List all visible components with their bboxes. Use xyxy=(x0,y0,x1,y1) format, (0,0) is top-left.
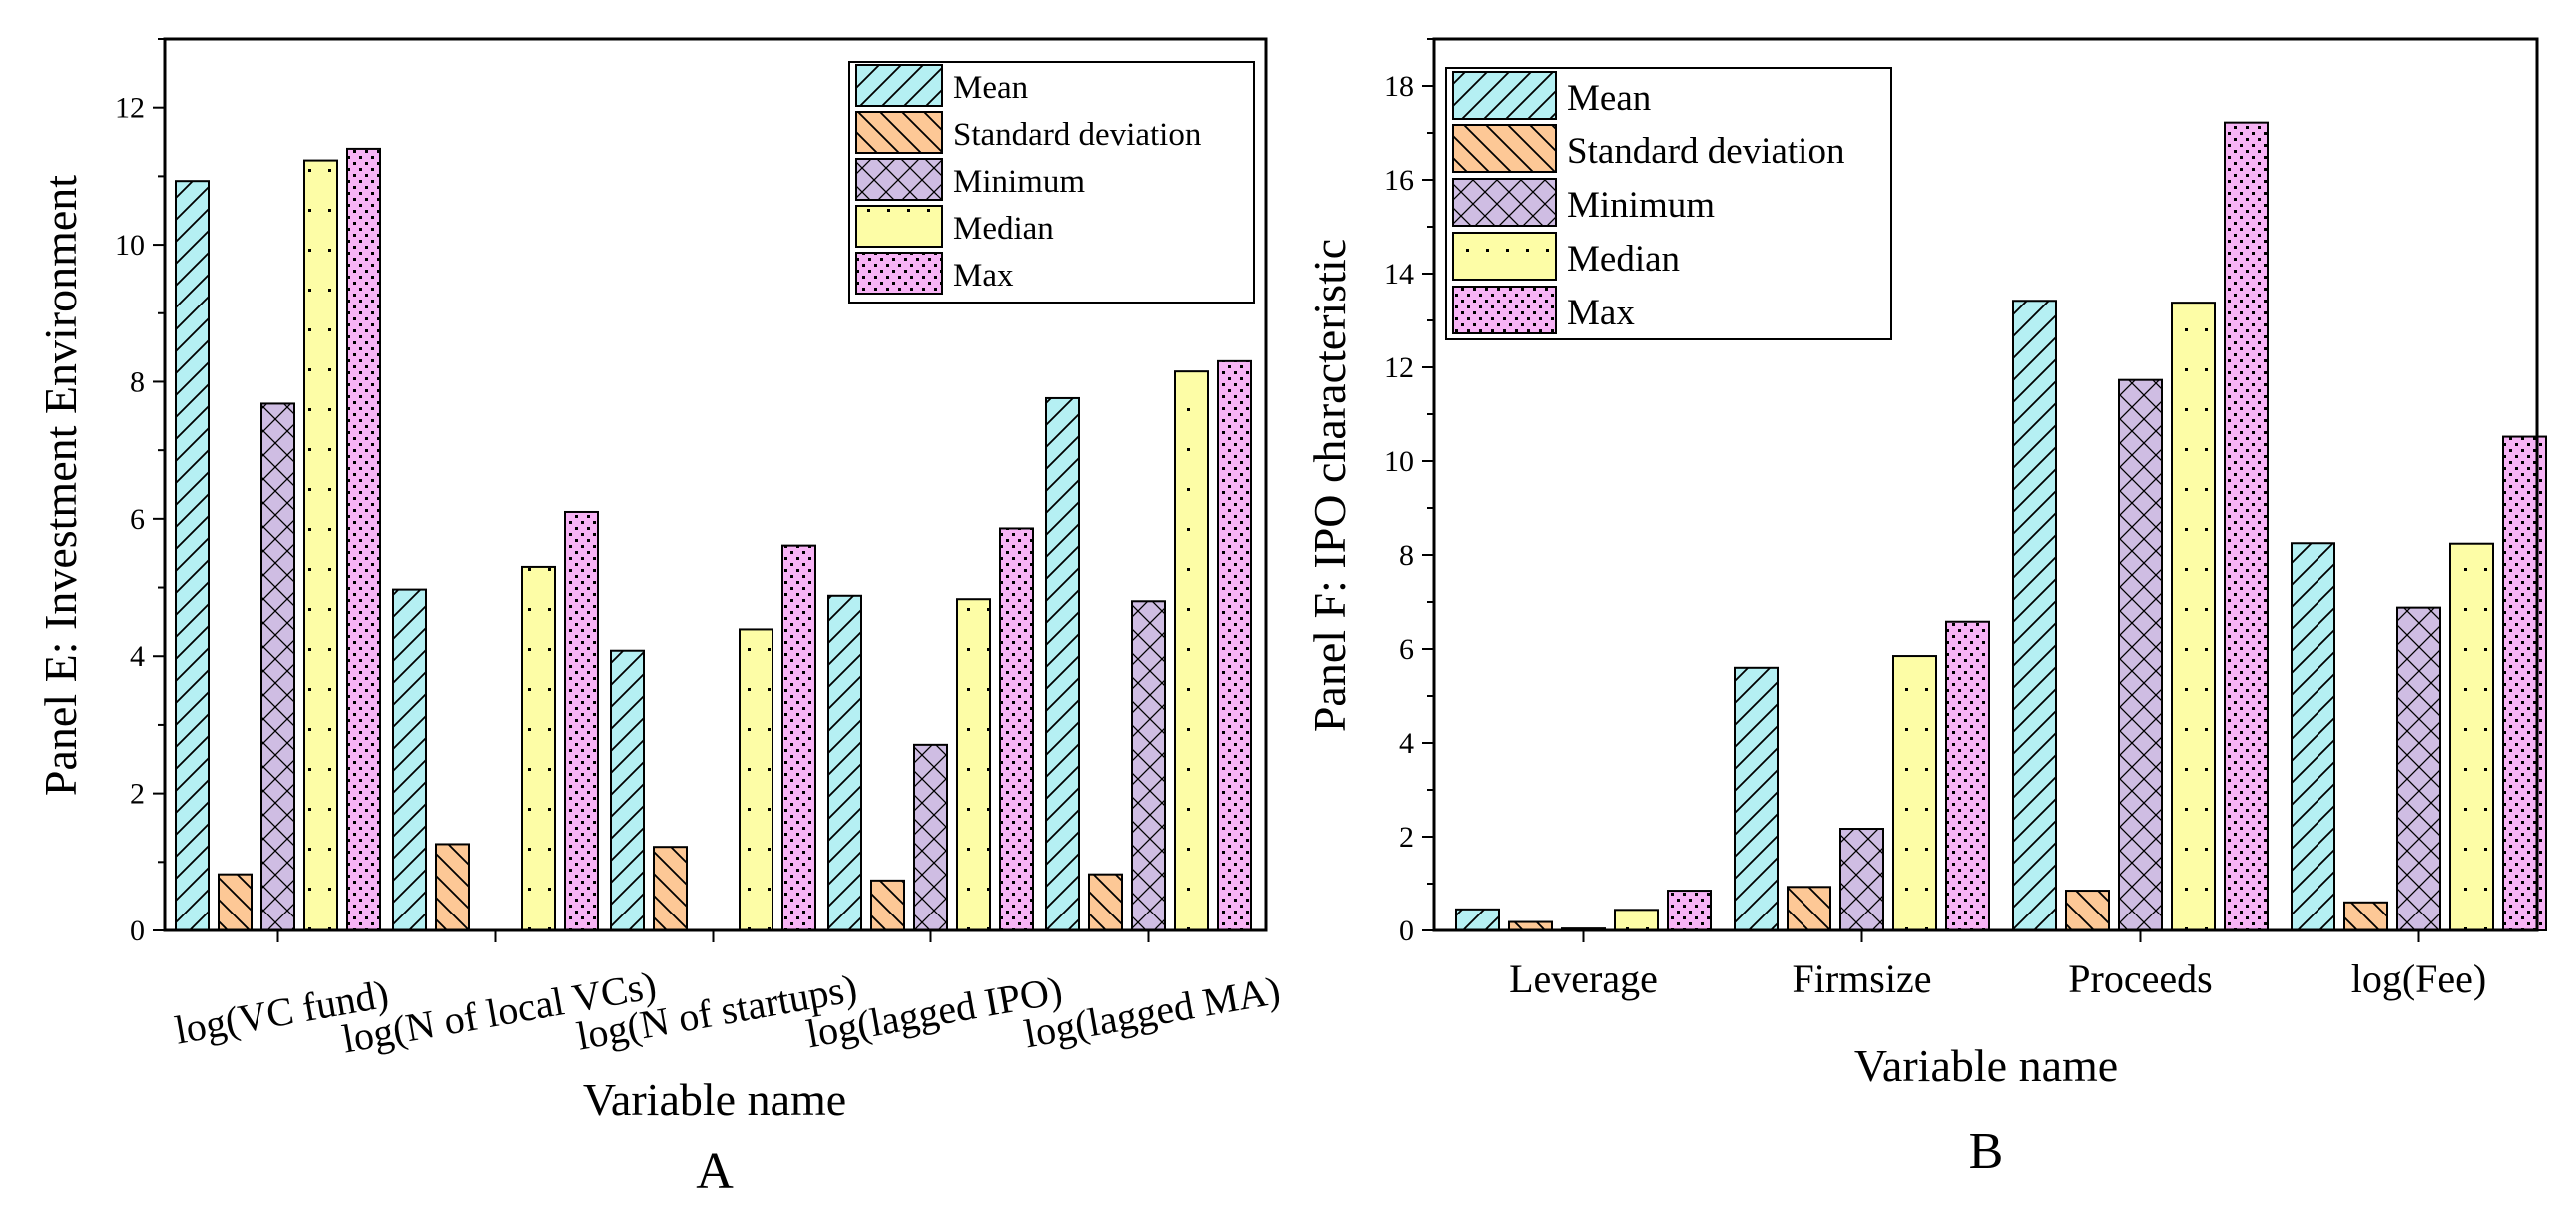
panel-b-y-axis-title: Panel F: IPO characteristic xyxy=(1304,239,1355,732)
panel-a-legend-label-sd: Standard deviation xyxy=(953,117,1201,153)
panel-b-y-tick-label: 2 xyxy=(1399,821,1414,854)
panel-a-bar-sd-log-n-of-local-vcs xyxy=(435,843,470,931)
panel-b-bar-median-proceeds xyxy=(2171,302,2216,931)
panel-a-bar-mean-log-lagged-ipo xyxy=(827,594,862,932)
panel-a-bar-sd-log-lagged-ma xyxy=(1088,873,1123,931)
panel-a-bar-minimum-log-lagged-ipo xyxy=(913,743,948,932)
panel-b-legend-label-mean: Mean xyxy=(1567,78,1651,119)
panel-a-bar-median-log-lagged-ipo xyxy=(956,598,991,931)
panel-b-bar-sd-firmsize xyxy=(1787,886,1831,931)
panel-a-bar-median-log-n-of-startups xyxy=(739,628,773,932)
panel-b-axes: Leverage Firmsize Proceeds log(Fee) 0 2 4 6 8 10 1… xyxy=(1384,38,2487,1001)
panel-b-x-axis-title: Variable name xyxy=(1854,1040,2118,1091)
panel-b-bar-median-firmsize xyxy=(1892,655,1937,931)
panel-b-bar-mean-proceeds xyxy=(2012,300,2057,931)
panel-a-y-tick-label: 2 xyxy=(130,778,145,811)
panel-a-legend-swatch-max xyxy=(855,252,943,295)
panel-b-y-tick-label: 18 xyxy=(1384,70,1414,103)
panel-b-legend-swatch-minimum xyxy=(1452,178,1557,227)
panel-a-legend-swatch-sd xyxy=(855,111,943,154)
panel-b-legend-label-max: Max xyxy=(1567,293,1635,333)
panel-a-legend-label-minimum: Minimum xyxy=(953,164,1085,200)
panel-b-bar-sd-proceeds xyxy=(2065,890,2110,931)
panel-b-legend-swatch-sd xyxy=(1452,124,1557,173)
panel-b-bar-minimum-log-fee xyxy=(2396,606,2441,931)
panel-a-bar-sd-log-n-of-startups xyxy=(653,846,688,931)
panel-a-chart: log(VC fund)log(N of local VCs)log(N of … xyxy=(35,37,1284,1200)
panel-b-y-tick-label: 0 xyxy=(1399,914,1414,947)
panel-b-bar-max-leverage xyxy=(1667,890,1712,931)
panel-b-y-tick-label: 12 xyxy=(1384,351,1414,384)
panel-a-legend-label-median: Median xyxy=(953,211,1054,247)
panel-b-legend-swatch-mean xyxy=(1452,71,1557,120)
panel-a-legend-swatch-median xyxy=(855,205,943,248)
panel-a-plot-frame xyxy=(163,37,1268,932)
panel-b-bar-max-firmsize xyxy=(1945,620,1990,931)
panel-a-legend-swatch-mean xyxy=(855,64,943,107)
panel-a-bar-median-log-lagged-ma xyxy=(1174,370,1209,931)
panel-a-x-tick-label: log(lagged MA) xyxy=(1021,967,1284,1056)
panel-b-legend-label-minimum: Minimum xyxy=(1567,185,1715,226)
panel-a-y-tick-label: 4 xyxy=(130,640,145,673)
panel-b-bar-mean-leverage xyxy=(1455,908,1500,931)
panel-a-y-tick-label: 12 xyxy=(115,92,145,125)
panel-b-bars xyxy=(1455,121,2547,932)
panel-b-y-tick-label: 8 xyxy=(1399,539,1414,572)
panel-b-bar-mean-firmsize xyxy=(1734,666,1779,931)
panel-b-legend: Mean Standard deviation Minimum Median M… xyxy=(1445,67,1892,340)
panel-a-bar-sd-log-lagged-ipo xyxy=(870,879,905,931)
panel-a-y-axis-title: Panel E: Investment Environment xyxy=(35,175,86,796)
panel-a-y-tick-label: 0 xyxy=(130,914,145,947)
panel-a-legend-swatch-minimum xyxy=(855,158,943,201)
panel-a-bar-mean-log-lagged-ma xyxy=(1045,396,1080,931)
panel-b-bar-minimum-firmsize xyxy=(1839,828,1884,932)
panel-a-legend-label-max: Max xyxy=(953,258,1014,294)
panel-a-bars xyxy=(175,147,1252,932)
panel-a-bar-mean-log-vc-fund xyxy=(175,180,210,932)
panel-a-bar-minimum-log-lagged-ma xyxy=(1131,600,1166,931)
panel-a-y-tick-label: 10 xyxy=(115,229,145,262)
panel-a-bar-max-log-vc-fund xyxy=(346,147,381,931)
panel-b-bar-mean-log-fee xyxy=(2291,542,2335,931)
panel-a-bar-max-log-lagged-ma xyxy=(1217,359,1252,932)
panel-b-y-tick-label: 14 xyxy=(1384,258,1414,291)
panel-b-legend-swatch-median xyxy=(1452,232,1557,281)
panel-b-x-tick-label: Proceeds xyxy=(2068,956,2212,1001)
panel-a-legend: Mean Standard deviation Minimum Median M… xyxy=(848,61,1255,304)
panel-b-letter: B xyxy=(1969,1123,2004,1180)
panel-a-bar-median-log-vc-fund xyxy=(303,159,338,931)
panel-b-bar-max-proceeds xyxy=(2224,121,2269,932)
panel-a-bar-max-log-n-of-startups xyxy=(781,544,816,932)
panel-b-bar-median-leverage xyxy=(1614,909,1659,932)
panel-b-bar-sd-log-fee xyxy=(2343,901,2388,931)
panel-a-bar-max-log-lagged-ipo xyxy=(999,527,1034,931)
panel-b-y-tick-label: 6 xyxy=(1399,633,1414,666)
panel-b-y-tick-label: 16 xyxy=(1384,164,1414,197)
panel-b-y-tick-label: 10 xyxy=(1384,445,1414,478)
panel-a-bar-minimum-log-vc-fund xyxy=(260,402,295,932)
panel-a-bar-median-log-n-of-local-vcs xyxy=(521,565,556,932)
panel-a-bar-max-log-n-of-local-vcs xyxy=(564,510,599,931)
panel-b-legend-label-median: Median xyxy=(1567,239,1680,280)
panel-a-bar-mean-log-n-of-local-vcs xyxy=(392,588,427,931)
panel-b-bar-minimum-proceeds xyxy=(2118,378,2163,931)
panel-a-legend-label-mean: Mean xyxy=(953,70,1028,106)
panel-b-x-tick-label: log(Fee) xyxy=(2351,956,2487,1001)
panel-b-bar-max-log-fee xyxy=(2502,435,2547,931)
panel-b-y-tick-label: 4 xyxy=(1399,727,1414,760)
panel-a-letter: A xyxy=(696,1143,734,1200)
panel-a-x-axis-title: Variable name xyxy=(583,1074,846,1125)
panel-a-y-tick-label: 6 xyxy=(130,503,145,536)
panel-b-plot-frame xyxy=(1432,37,2539,932)
panel-a-bar-sd-log-vc-fund xyxy=(218,873,253,931)
panel-b-legend-label-sd: Standard deviation xyxy=(1567,131,1844,172)
panel-a-bar-mean-log-n-of-startups xyxy=(610,649,645,932)
panel-a-y-tick-label: 8 xyxy=(130,365,145,398)
panel-b-x-tick-label: Leverage xyxy=(1509,956,1658,1001)
panel-b-legend-swatch-max xyxy=(1452,286,1557,334)
panel-b-chart: Leverage Firmsize Proceeds log(Fee) 0 2 4 6 8 10 1… xyxy=(1304,37,2547,1180)
panel-b-x-tick-label: Firmsize xyxy=(1793,956,1932,1001)
panel-b-bar-median-log-fee xyxy=(2449,542,2494,931)
